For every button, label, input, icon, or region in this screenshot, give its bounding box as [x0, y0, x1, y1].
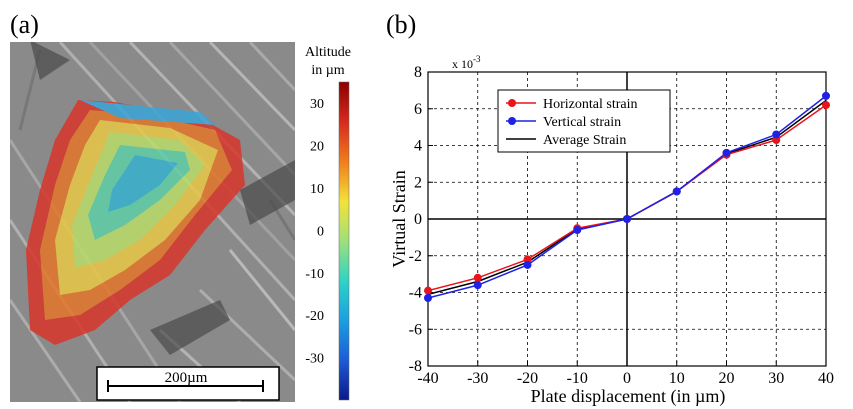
x-tick-label: -20	[517, 370, 538, 387]
y-tick-labels: -8 -6 -4 -2 0 2 4 6 8	[409, 64, 433, 375]
data-point	[772, 130, 781, 139]
data-point	[822, 91, 830, 100]
altitude-contour-region	[108, 155, 178, 212]
legend-swatch-marker	[508, 99, 516, 107]
x-tick-label: 30	[768, 370, 784, 387]
colorbar-tick-label: -20	[305, 309, 324, 324]
data-point	[424, 286, 432, 295]
x-tick-label: 10	[669, 370, 685, 387]
scale-bar-box	[96, 366, 280, 401]
data-point	[822, 101, 830, 110]
colorbar-tick-label: -10	[305, 267, 324, 282]
y-tick-label: -6	[409, 321, 422, 338]
legend-label: Horizontal strain	[543, 97, 637, 112]
marker-layer	[424, 91, 830, 303]
colorbar-tick-label: 30	[310, 97, 324, 112]
y-tick-label: 8	[414, 64, 422, 81]
altitude-contour-region	[80, 100, 215, 125]
sem-image: 200µm	[10, 42, 295, 402]
y-tick-label: 6	[414, 101, 422, 118]
fiber-shadows	[30, 42, 295, 355]
panel-b-label: (b)	[386, 10, 416, 39]
legend-label: Average Strain	[543, 133, 626, 148]
y-tick-label: -2	[409, 248, 422, 265]
data-point	[722, 148, 731, 157]
y-tick-label: -4	[409, 285, 422, 302]
y-tick-label: 0	[414, 211, 422, 228]
data-point	[573, 226, 582, 235]
x-tick-labels: -40 -30 -20 -10 0 10 20 30 40	[417, 361, 834, 387]
x-tick-label: -10	[567, 370, 588, 387]
colorbar-title-line2: in µm	[311, 63, 344, 78]
data-point	[473, 273, 482, 282]
legend-swatch-marker	[508, 117, 516, 125]
colorbar	[338, 81, 350, 401]
altitude-map	[26, 100, 245, 345]
y-tick-label: -8	[409, 358, 422, 375]
colorbar-tick-label: -30	[305, 352, 324, 367]
data-point	[424, 294, 432, 303]
colorbar-tick-label: 20	[310, 140, 324, 155]
x-tick-label: -30	[467, 370, 488, 387]
colorbar-tick-label: 10	[310, 182, 324, 197]
legend: Horizontal strain Vertical strain Average …	[497, 89, 671, 153]
colorbar-title-line1: Altitude	[305, 45, 351, 60]
x-tick-label: 0	[623, 370, 631, 387]
y-tick-label: 2	[414, 174, 422, 191]
x-tick-label: 40	[818, 370, 834, 387]
colorbar-ticks: 30 20 10 0 -10 -20 -30	[305, 97, 324, 366]
data-point	[672, 187, 681, 196]
data-point	[473, 281, 482, 290]
y-tick-label: 4	[414, 138, 422, 155]
x-tick-label: 20	[719, 370, 735, 387]
scale-bar-label: 200µm	[165, 370, 208, 386]
y-multiplier: x 10-3	[452, 54, 481, 71]
y-axis-label: Virtual Strain	[389, 170, 409, 267]
data-point	[523, 255, 532, 264]
panel-a-label: (a)	[10, 10, 39, 39]
x-axis-label: Plate displacement (in µm)	[531, 386, 726, 407]
data-point	[772, 135, 781, 144]
data-point	[523, 260, 532, 269]
legend-label: Vertical strain	[543, 115, 621, 130]
colorbar-tick-label: 0	[317, 224, 324, 239]
x-tick-label: -40	[417, 370, 438, 387]
data-point	[623, 215, 631, 223]
